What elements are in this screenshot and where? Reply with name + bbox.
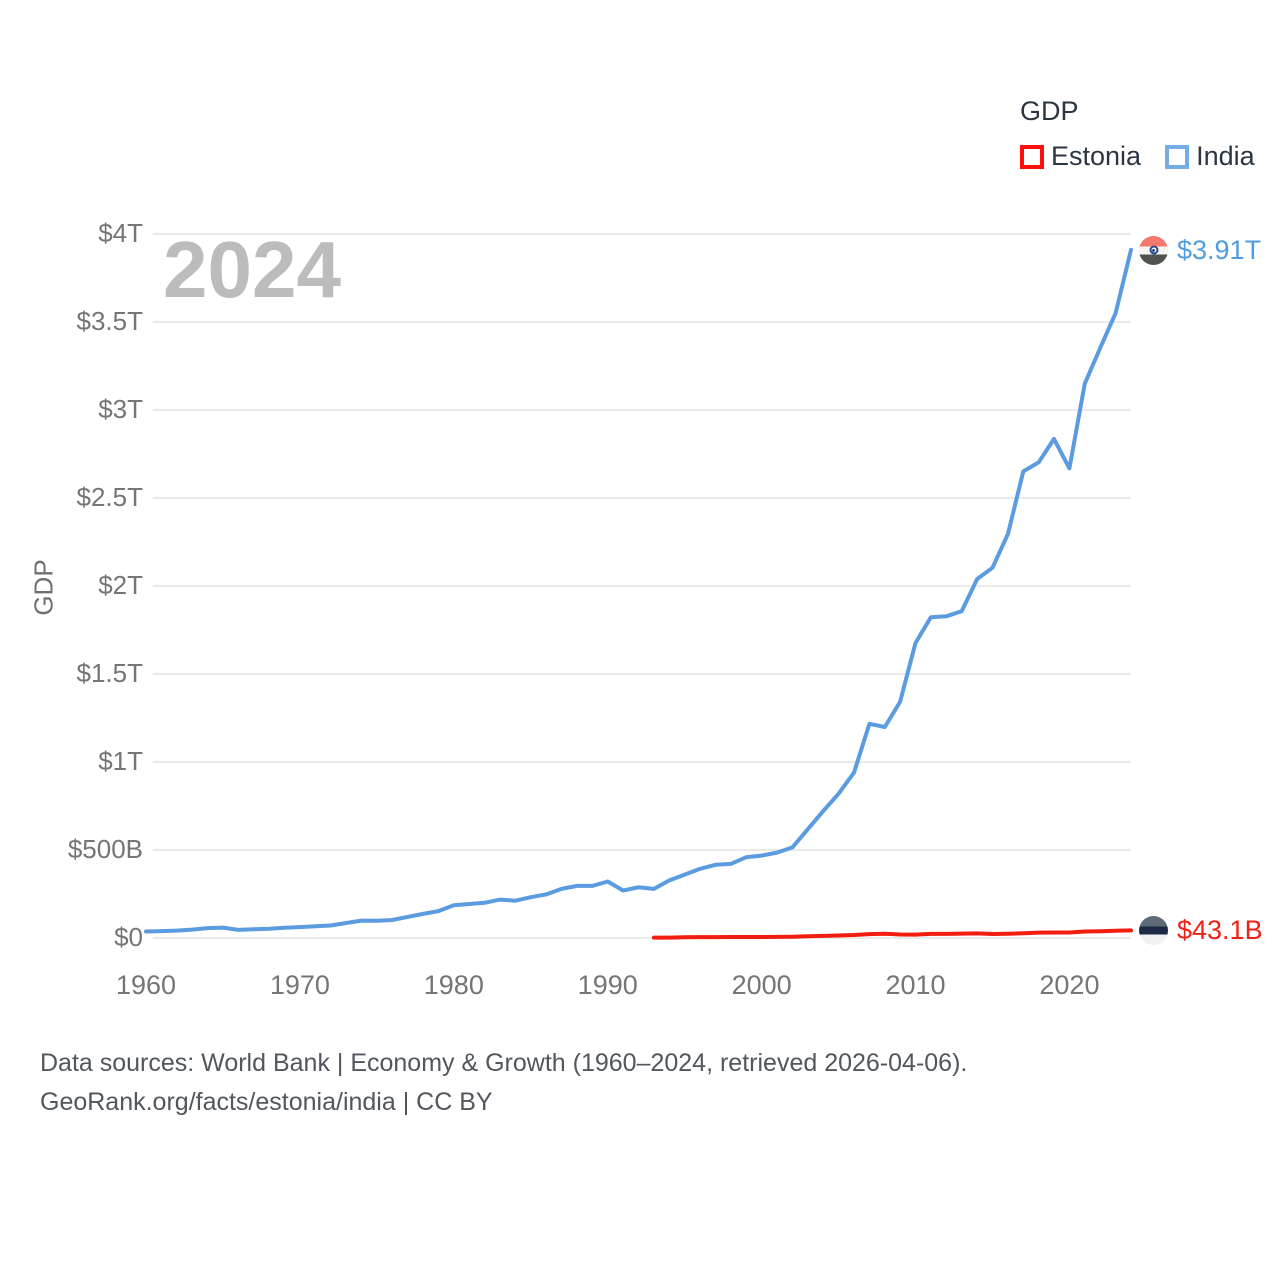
legend-item-estonia[interactable]: Estonia (1020, 141, 1141, 172)
year-watermark: 2024 (163, 225, 341, 314)
x-tick-label: 2020 (1039, 970, 1100, 1000)
x-tick-label: 2010 (885, 970, 946, 1000)
estonia-end-value: $43.1B (1177, 915, 1263, 946)
legend: GDP Estonia India (1020, 96, 1255, 172)
x-tick-label: 1970 (269, 970, 330, 1000)
y-tick-label: $500B (67, 834, 143, 864)
x-tick-label: 2000 (731, 970, 792, 1000)
y-tick-label: $1.5T (76, 658, 144, 688)
x-tick-label: 1960 (115, 970, 177, 1000)
legend-items: Estonia India (1020, 141, 1255, 172)
y-tick-label: $2.5T (76, 482, 144, 512)
india-end-value: $3.91T (1177, 234, 1262, 265)
y-tick-label: $2T (98, 570, 143, 600)
y-tick-label: $3.5T (76, 306, 144, 336)
y-tick-label: $0 (114, 922, 143, 952)
footer-sources: Data sources: World Bank | Economy & Gro… (40, 1049, 968, 1077)
gridlines (153, 233, 1131, 939)
estonia-series-line[interactable] (651, 928, 1133, 940)
estonia-swatch-icon (1020, 144, 1044, 169)
y-tick-label: $1T (98, 746, 143, 776)
legend-item-label: India (1196, 141, 1255, 171)
legend-item-india[interactable]: India (1165, 141, 1255, 172)
india-swatch-icon (1165, 144, 1190, 169)
india-end-label: $3.91T (1139, 235, 1261, 266)
footer: Data sources: World Bank | Economy & Gro… (40, 1044, 967, 1122)
estonia-flag-icon (1139, 916, 1168, 946)
x-tick-label: 1980 (423, 970, 484, 1000)
footer-link[interactable]: GeoRank.org/facts/estonia/india | CC BY (40, 1088, 493, 1116)
chakra-icon (1149, 245, 1158, 255)
y-tick-label: $3T (98, 394, 143, 424)
legend-item-label: Estonia (1051, 141, 1142, 171)
india-series-line[interactable] (144, 247, 1133, 934)
x-tick-label: 1990 (577, 970, 638, 1000)
legend-title: GDP (1020, 96, 1079, 126)
india-flag-icon (1139, 235, 1168, 265)
estonia-end-label: $43.1B (1139, 915, 1263, 946)
y-tick-label: $4T (98, 218, 143, 248)
